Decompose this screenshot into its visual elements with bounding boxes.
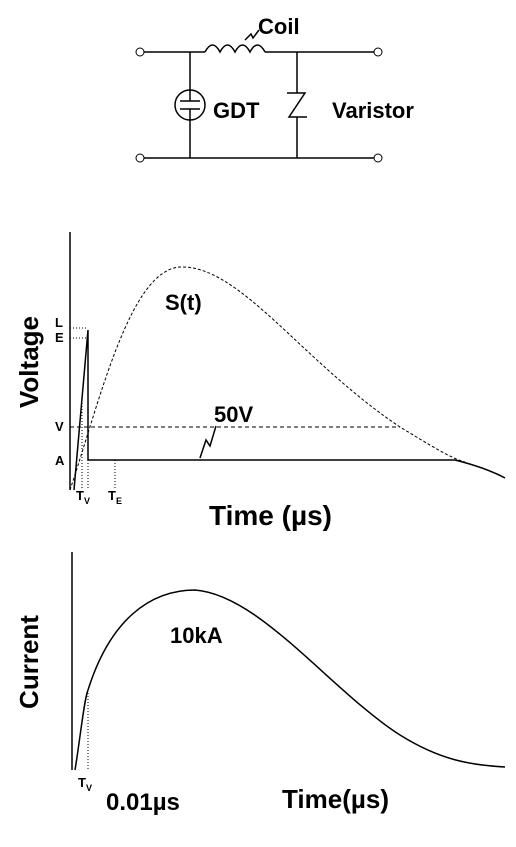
current-plot: 10kA TV 0.01µs Time(µs) Current bbox=[14, 552, 506, 816]
circuit: Coil GDT Varistor bbox=[135, 14, 414, 163]
level-label: E bbox=[55, 330, 64, 345]
level-label: V bbox=[55, 419, 64, 434]
voltage-plot: L E V A TV TE S(t) 50V Time (µs) Voltage bbox=[14, 232, 506, 531]
leader bbox=[199, 425, 217, 459]
x-tick-label: TV bbox=[76, 488, 90, 506]
leader bbox=[244, 29, 260, 41]
varistor-label: Varistor bbox=[332, 98, 414, 123]
current-curve bbox=[74, 589, 506, 771]
gdt-plates bbox=[180, 90, 200, 120]
terminal bbox=[373, 153, 383, 163]
guide-lines bbox=[70, 327, 116, 490]
annotation: 50V bbox=[214, 402, 253, 427]
gdt-label: GDT bbox=[213, 98, 260, 123]
s-curve bbox=[69, 266, 466, 491]
terminal bbox=[373, 47, 383, 57]
terminal bbox=[135, 153, 145, 163]
x-tick-label: TE bbox=[108, 488, 122, 506]
level-label: L bbox=[55, 315, 63, 330]
coil-symbol bbox=[204, 44, 266, 54]
voltage-curve bbox=[73, 329, 506, 491]
y-axis-label: Voltage bbox=[14, 316, 44, 408]
x-axis-label: Time(µs) bbox=[282, 784, 389, 814]
level-label: A bbox=[55, 453, 65, 468]
coil-label: Coil bbox=[258, 14, 300, 39]
x-tick-label: TV bbox=[78, 775, 92, 793]
peak-label: 10kA bbox=[170, 623, 223, 648]
y-axis-label: Current bbox=[14, 615, 44, 709]
terminal bbox=[135, 47, 145, 57]
curve-label: S(t) bbox=[165, 290, 202, 315]
x-axis-label: Time (µs) bbox=[209, 500, 332, 531]
wire bbox=[144, 51, 374, 159]
x-tick-note: 0.01µs bbox=[106, 789, 180, 816]
varistor-symbol bbox=[287, 92, 307, 118]
